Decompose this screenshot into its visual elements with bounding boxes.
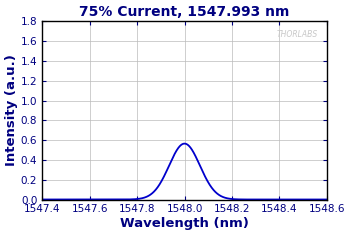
X-axis label: Wavelength (nm): Wavelength (nm) bbox=[120, 217, 249, 230]
Title: 75% Current, 1547.993 nm: 75% Current, 1547.993 nm bbox=[79, 5, 290, 19]
Text: THORLABS: THORLABS bbox=[277, 30, 318, 39]
Y-axis label: Intensity (a.u.): Intensity (a.u.) bbox=[5, 55, 18, 166]
